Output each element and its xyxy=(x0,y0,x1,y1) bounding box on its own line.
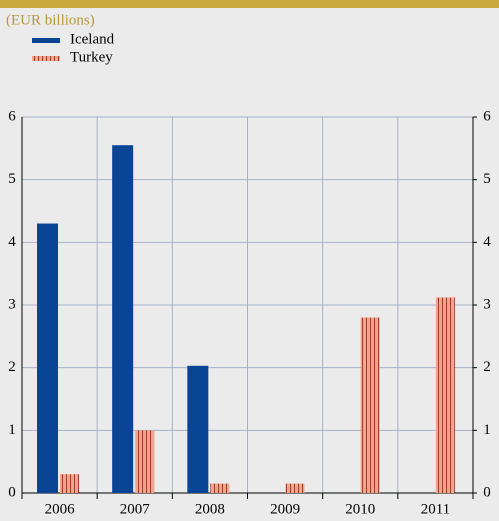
y2-tick-label: 3 xyxy=(483,296,491,312)
y-tick-label: 4 xyxy=(8,234,16,250)
y2-tick-label: 5 xyxy=(483,171,491,187)
y2-tick-label: 6 xyxy=(483,108,491,124)
x-tick-label: 2011 xyxy=(421,501,450,517)
bar xyxy=(285,483,305,493)
chart-subtitle: (EUR billions) xyxy=(6,12,95,28)
y-tick-label: 3 xyxy=(8,296,16,312)
legend-swatch xyxy=(32,56,60,61)
x-tick-label: 2007 xyxy=(120,501,151,517)
y-tick-label: 0 xyxy=(8,484,16,500)
y2-tick-label: 2 xyxy=(483,359,491,375)
x-tick-label: 2009 xyxy=(270,501,300,517)
bar xyxy=(112,145,134,493)
bar xyxy=(210,483,230,493)
legend-label: Iceland xyxy=(70,31,115,47)
bar xyxy=(135,430,155,493)
bar xyxy=(360,317,380,493)
bar xyxy=(435,297,455,493)
y2-tick-label: 0 xyxy=(483,484,491,500)
y-tick-label: 1 xyxy=(8,422,16,438)
y-tick-label: 5 xyxy=(8,171,16,187)
bar xyxy=(187,365,209,493)
x-tick-label: 2006 xyxy=(45,501,76,517)
bar xyxy=(60,474,79,493)
legend-swatch xyxy=(32,38,60,43)
legend-label: Turkey xyxy=(70,49,113,65)
top-band xyxy=(0,0,499,8)
bar xyxy=(37,223,58,494)
x-tick-label: 2010 xyxy=(345,501,375,517)
y2-tick-label: 1 xyxy=(483,422,491,438)
y-tick-label: 2 xyxy=(8,359,16,375)
y-tick-label: 6 xyxy=(8,108,16,124)
y2-tick-label: 4 xyxy=(483,234,491,250)
x-tick-label: 2008 xyxy=(195,501,225,517)
